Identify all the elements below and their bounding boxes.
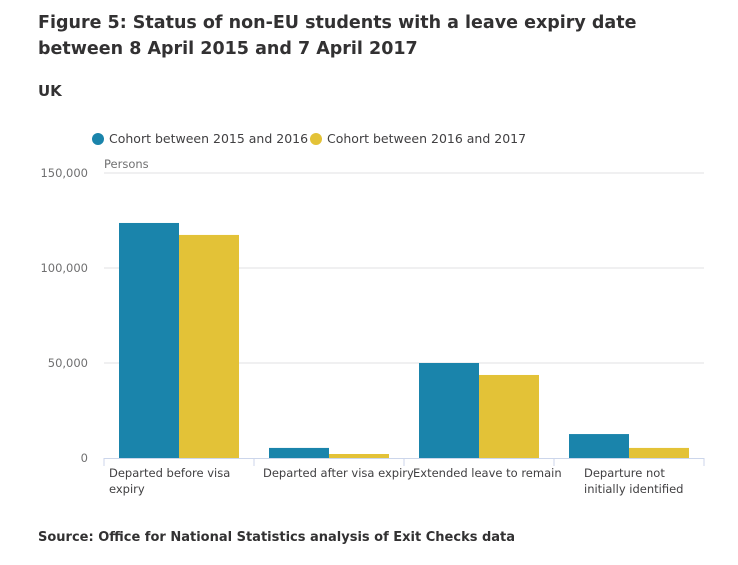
y-tick-label: 100,000 — [40, 261, 88, 275]
bar — [119, 222, 179, 458]
bar — [179, 234, 239, 458]
x-tick-label: Departed before visa — [109, 466, 230, 480]
y-tick-label: 50,000 — [48, 356, 88, 370]
x-tick-label: Departure not — [584, 466, 665, 480]
bar — [419, 363, 479, 458]
y-tick-label: 150,000 — [40, 166, 88, 180]
legend-marker — [92, 133, 104, 145]
chart-title: Figure 5: Status of non-EU students with… — [38, 13, 637, 59]
x-tick-label: initially identified — [584, 482, 683, 496]
bar — [569, 434, 629, 458]
bar — [269, 447, 329, 458]
chart-source: Source: Office for National Statistics a… — [38, 530, 516, 545]
y-tick-label: 0 — [81, 451, 88, 465]
x-tick-label: expiry — [109, 482, 145, 496]
y-axis-label: Persons — [104, 157, 149, 171]
legend-label: Cohort between 2015 and 2016 — [109, 131, 308, 146]
x-tick-label: Departed after visa expiry — [263, 466, 414, 480]
bar — [479, 374, 539, 458]
x-tick-label: Extended leave to remain — [413, 466, 562, 480]
chart-subtitle: UK — [38, 82, 62, 100]
bar — [629, 447, 689, 458]
legend-label: Cohort between 2016 and 2017 — [327, 131, 526, 146]
legend-marker — [310, 133, 322, 145]
bar — [329, 454, 389, 458]
